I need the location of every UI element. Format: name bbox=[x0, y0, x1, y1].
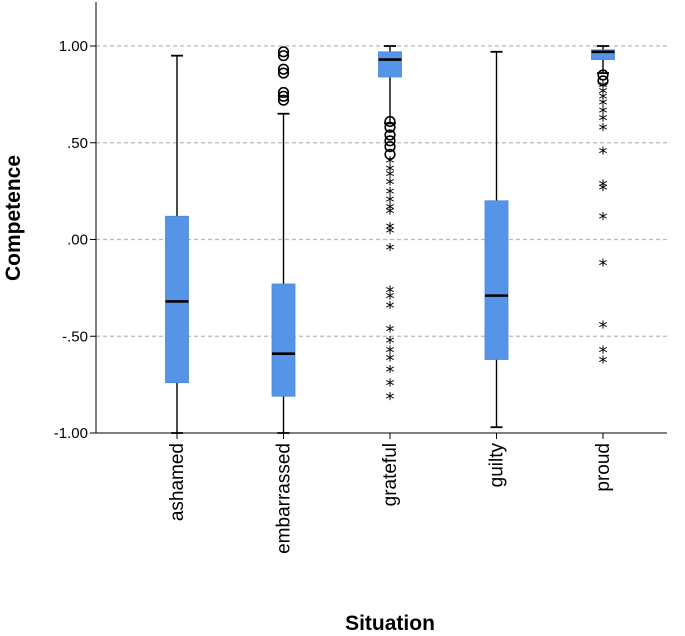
extreme-point: * bbox=[599, 352, 608, 373]
extreme-point: * bbox=[599, 78, 608, 99]
extreme-point: * bbox=[386, 389, 395, 410]
outlier-point bbox=[384, 121, 396, 133]
x-category-label: proud bbox=[593, 443, 614, 492]
y-tick-label: -.50 bbox=[62, 328, 88, 345]
extreme-point: * bbox=[386, 298, 395, 319]
x-category-label: guilty bbox=[487, 443, 508, 488]
y-tick-label: -1.00 bbox=[54, 425, 88, 442]
outlier-point bbox=[277, 67, 290, 79]
extreme-point: * bbox=[599, 209, 608, 230]
extreme-point: * bbox=[386, 192, 395, 213]
outlier-point bbox=[277, 94, 290, 106]
extreme-point: * bbox=[599, 111, 608, 132]
extreme-point: * bbox=[386, 289, 395, 310]
extreme-point: * bbox=[599, 143, 608, 164]
outlier-point bbox=[277, 46, 290, 58]
outlier-point bbox=[384, 135, 396, 147]
outlier-point bbox=[277, 86, 290, 99]
x-category-label: embarrassed bbox=[274, 443, 295, 554]
extreme-point: * bbox=[386, 283, 395, 304]
extreme-point: * bbox=[386, 161, 395, 182]
y-tick-label: .50 bbox=[67, 135, 88, 152]
extreme-point: * bbox=[386, 350, 395, 371]
outlier-point bbox=[384, 148, 396, 160]
extreme-point: * bbox=[386, 333, 395, 354]
extreme-point: * bbox=[386, 362, 395, 383]
extreme-point: * bbox=[386, 376, 395, 397]
box-group-ashamed bbox=[165, 54, 189, 434]
box-group-guilty bbox=[484, 50, 509, 429]
extreme-point: * bbox=[386, 219, 395, 240]
extreme-point: * bbox=[386, 153, 395, 174]
outlier-point bbox=[384, 115, 396, 128]
box-group-grateful: ********************* bbox=[378, 45, 402, 410]
y-tick-label: 1.00 bbox=[59, 38, 88, 55]
x-category-label: ashamed bbox=[167, 443, 188, 521]
extreme-point: * bbox=[599, 343, 608, 364]
box-group-proud: *************** bbox=[591, 45, 615, 373]
box-iqr bbox=[591, 49, 615, 60]
extreme-point: * bbox=[599, 83, 608, 104]
y-axis-title: Competence bbox=[2, 155, 25, 281]
extreme-point: * bbox=[599, 180, 608, 201]
extreme-point: * bbox=[599, 103, 608, 124]
outlier-point bbox=[277, 50, 290, 62]
extreme-point: * bbox=[386, 167, 395, 188]
extreme-point: * bbox=[599, 95, 608, 116]
extreme-point: * bbox=[386, 184, 395, 205]
outlier-point bbox=[384, 129, 396, 141]
y-tick-label: .00 bbox=[67, 232, 88, 249]
box-iqr bbox=[165, 215, 189, 384]
extreme-point: * bbox=[386, 343, 395, 364]
extreme-point: * bbox=[386, 200, 395, 221]
outlier-point bbox=[597, 69, 609, 81]
extreme-point: * bbox=[599, 120, 608, 141]
extreme-point: * bbox=[386, 223, 395, 244]
outlier-point bbox=[277, 63, 290, 75]
extreme-point: * bbox=[599, 318, 608, 339]
x-axis-title: Situation bbox=[345, 612, 435, 635]
outlier-point bbox=[277, 90, 290, 102]
outlier-point bbox=[597, 75, 609, 87]
extreme-point: * bbox=[599, 176, 608, 197]
extreme-point: * bbox=[599, 256, 608, 277]
extreme-point: * bbox=[599, 89, 608, 110]
box-group-embarrassed bbox=[271, 46, 296, 434]
extreme-point: * bbox=[386, 174, 395, 195]
outlier-point bbox=[384, 141, 396, 153]
extreme-point: * bbox=[386, 203, 395, 224]
box-iqr bbox=[484, 200, 509, 360]
extreme-point: * bbox=[386, 321, 395, 342]
box-iqr bbox=[271, 283, 296, 397]
box-iqr bbox=[378, 51, 402, 78]
extreme-point: * bbox=[386, 240, 395, 261]
x-category-label: grateful bbox=[380, 443, 401, 506]
